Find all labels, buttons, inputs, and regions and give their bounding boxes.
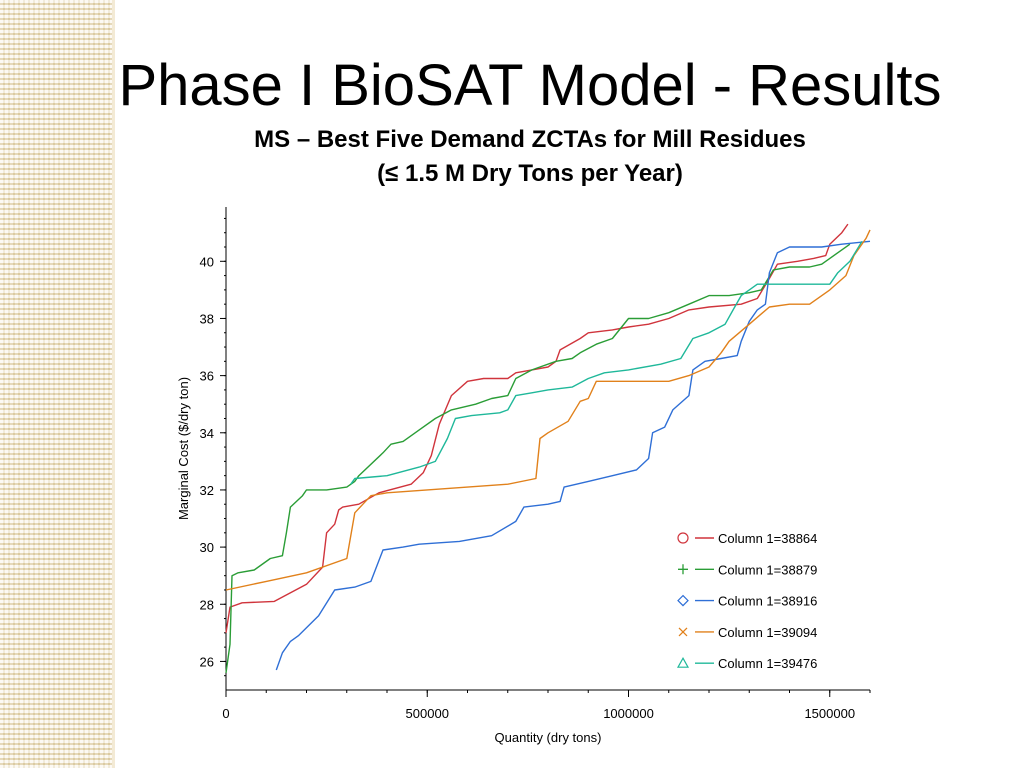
legend-label-3: Column 1=38916 — [718, 594, 817, 609]
x-tick-label: 1500000 — [804, 706, 855, 721]
series-line-2 — [225, 243, 851, 673]
x-axis-title: Quantity (dry tons) — [495, 730, 602, 745]
legend-label-5: Column 1=39476 — [718, 656, 817, 671]
legend-marker-triangle — [676, 656, 690, 668]
y-tick-label: 38 — [200, 311, 214, 326]
y-tick-label: 40 — [200, 254, 214, 269]
chart-legend: Column 1=38864 Column 1=38879 Column 1=389… — [676, 531, 817, 671]
y-tick-label: 36 — [200, 369, 214, 384]
legend-item-2: Column 1=38879 — [678, 562, 817, 577]
x-tick-label: 0 — [222, 706, 229, 721]
y-tick-label: 34 — [200, 426, 214, 441]
series-line-3 — [275, 240, 871, 671]
legend-item-5: Column 1=39476 — [676, 656, 817, 671]
legend-item-4: Column 1=39094 — [678, 625, 817, 640]
chart-subtitle-line-2: (≤ 1.5 M Dry Tons per Year) — [377, 160, 683, 187]
series-line-5 — [350, 240, 863, 485]
decorative-side-pattern — [0, 0, 112, 768]
legend-marker-circle — [677, 532, 689, 544]
chart-axes: 26 28 30 32 34 36 38 40 0 500000 1000000 1500000 — [200, 207, 871, 721]
y-tick-label: 32 — [200, 483, 214, 498]
slide-title: Phase I BioSAT Model - Results — [118, 53, 942, 118]
y-tick-label: 28 — [200, 597, 214, 612]
y-axis-title: Marginal Cost ($/dry ton) — [176, 377, 191, 520]
side-pattern-edge — [112, 0, 115, 768]
chart-series-layer — [225, 223, 871, 673]
legend-marker-diamond — [677, 594, 689, 607]
chart-subtitle-line-1: MS – Best Five Demand ZCTAs for Mill Res… — [254, 126, 806, 153]
legend-item-3: Column 1=38916 — [677, 594, 817, 609]
y-tick-label: 30 — [200, 540, 214, 555]
legend-marker-x — [678, 627, 688, 637]
legend-label-4: Column 1=39094 — [718, 625, 817, 640]
legend-marker-plus — [678, 564, 688, 575]
legend-label-1: Column 1=38864 — [718, 531, 817, 546]
legend-item-1: Column 1=38864 — [677, 531, 817, 546]
legend-label-2: Column 1=38879 — [718, 562, 817, 577]
series-line-4 — [225, 229, 871, 591]
x-tick-label: 500000 — [406, 706, 449, 721]
y-tick-label: 26 — [200, 654, 214, 669]
x-tick-label: 1000000 — [603, 706, 654, 721]
